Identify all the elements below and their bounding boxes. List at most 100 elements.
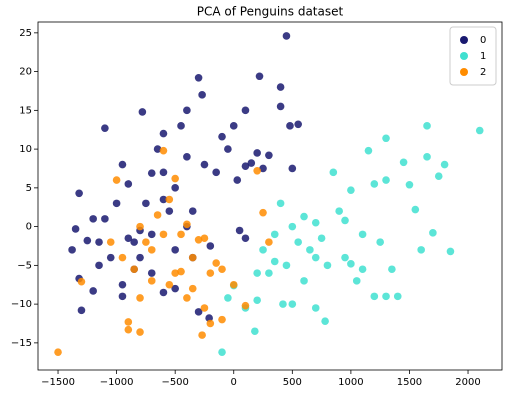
scatter-point bbox=[212, 259, 220, 267]
scatter-point bbox=[370, 180, 379, 188]
scatter-point bbox=[265, 151, 273, 160]
scatter-point bbox=[255, 72, 264, 81]
scatter-point bbox=[183, 294, 191, 302]
y-tick-label: 10 bbox=[19, 144, 32, 155]
legend-label: 2 bbox=[480, 67, 486, 78]
scatter-point bbox=[206, 319, 215, 328]
scatter-point bbox=[206, 242, 215, 250]
scatter-point bbox=[265, 269, 273, 277]
y-tick-label: 5 bbox=[26, 183, 32, 194]
scatter-point bbox=[147, 230, 156, 239]
scatter-point bbox=[288, 164, 297, 173]
scatter-point bbox=[218, 132, 226, 141]
legend-marker bbox=[460, 36, 468, 44]
scatter-point bbox=[253, 269, 261, 277]
scatter-point bbox=[68, 246, 76, 254]
scatter-point bbox=[229, 122, 238, 130]
scatter-point bbox=[370, 292, 379, 301]
chart-title: PCA of Penguins dataset bbox=[197, 5, 344, 19]
scatter-point bbox=[95, 261, 103, 270]
scatter-point bbox=[136, 253, 144, 262]
legend: 0 1 2 bbox=[449, 26, 497, 86]
scatter-point bbox=[417, 246, 425, 254]
scatter-point bbox=[224, 145, 232, 153]
scatter-point bbox=[335, 207, 343, 215]
scatter-point bbox=[341, 253, 349, 262]
scatter-point bbox=[405, 180, 414, 189]
scatter-point bbox=[188, 284, 197, 293]
scatter-point bbox=[194, 308, 203, 316]
scatter-point bbox=[138, 108, 147, 116]
scatter-point bbox=[159, 288, 168, 297]
scatter-point bbox=[136, 222, 144, 231]
scatter-point bbox=[212, 168, 220, 177]
scatter-point bbox=[294, 120, 302, 129]
scatter-point bbox=[71, 225, 80, 233]
scatter-point bbox=[177, 267, 185, 276]
scatter-point bbox=[142, 199, 150, 208]
y-tick-label: 0 bbox=[26, 222, 32, 233]
scatter-point bbox=[177, 122, 185, 130]
scatter-point bbox=[159, 146, 168, 155]
scatter-point bbox=[233, 176, 242, 184]
scatter-point bbox=[347, 186, 355, 194]
scatter-point bbox=[259, 164, 267, 173]
scatter-point bbox=[251, 327, 259, 336]
scatter-point bbox=[200, 160, 209, 169]
scatter-point bbox=[253, 167, 261, 175]
scatter-point bbox=[206, 269, 215, 277]
axes-frame bbox=[37, 21, 503, 371]
scatter-point bbox=[241, 106, 250, 115]
scatter-point bbox=[229, 280, 238, 289]
scatter-point bbox=[171, 269, 179, 277]
scatter-point bbox=[183, 220, 191, 229]
scatter-point bbox=[83, 236, 92, 245]
scatter-point bbox=[382, 176, 390, 184]
scatter-point bbox=[147, 277, 156, 285]
scatter-point bbox=[364, 146, 373, 155]
scatter-point bbox=[159, 195, 168, 204]
scatter-point bbox=[153, 211, 162, 219]
scatter-point bbox=[124, 318, 133, 326]
legend-label: 0 bbox=[480, 35, 486, 46]
scatter-point bbox=[89, 287, 97, 295]
scatter-point bbox=[241, 301, 250, 310]
scatter-point bbox=[200, 304, 209, 312]
scatter-point bbox=[440, 160, 449, 169]
scatter-point bbox=[75, 189, 83, 198]
scatter-point bbox=[200, 234, 209, 243]
scatter-point bbox=[358, 265, 367, 274]
x-tick-label: −1500 bbox=[41, 377, 75, 388]
scatter-point bbox=[130, 265, 138, 274]
scatter-point bbox=[153, 145, 162, 153]
legend-box bbox=[449, 26, 497, 86]
scatter-point bbox=[347, 260, 355, 268]
scatter-point bbox=[159, 168, 168, 177]
x-tick-label: −500 bbox=[161, 377, 188, 388]
scatter-point bbox=[323, 261, 332, 270]
scatter-point bbox=[329, 168, 338, 177]
scatter-point bbox=[159, 129, 168, 138]
scatter-point bbox=[270, 257, 279, 266]
scatter-point bbox=[288, 300, 297, 308]
scatter-point bbox=[294, 238, 302, 246]
scatter-point bbox=[118, 292, 127, 301]
y-tick-label: −10 bbox=[11, 299, 32, 310]
scatter-point bbox=[411, 205, 420, 214]
scatter-point bbox=[130, 238, 138, 246]
scatter-point bbox=[446, 247, 455, 256]
x-tick-label: 1000 bbox=[338, 377, 363, 388]
scatter-point bbox=[118, 160, 127, 169]
scatter-point bbox=[171, 174, 179, 183]
scatter-point bbox=[311, 253, 320, 262]
y-tick-label: 25 bbox=[19, 28, 32, 39]
scatter-point bbox=[423, 153, 431, 161]
scatter-point bbox=[241, 162, 250, 170]
scatter-point bbox=[218, 265, 226, 274]
scatter-point bbox=[142, 238, 150, 246]
scatter-point bbox=[270, 230, 279, 239]
scatter-point bbox=[306, 246, 314, 254]
scatter-point bbox=[147, 246, 156, 254]
scatter-point bbox=[147, 269, 156, 277]
